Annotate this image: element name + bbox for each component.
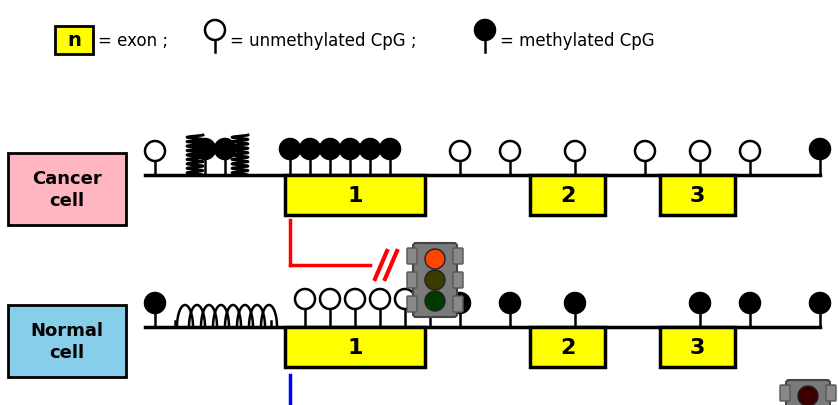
Bar bbox=[530, 327, 605, 367]
FancyBboxPatch shape bbox=[8, 305, 126, 377]
Circle shape bbox=[425, 249, 445, 269]
Circle shape bbox=[425, 270, 445, 290]
FancyBboxPatch shape bbox=[786, 380, 830, 405]
Circle shape bbox=[425, 291, 445, 311]
Text: = unmethylated CpG ;: = unmethylated CpG ; bbox=[230, 32, 416, 50]
Circle shape bbox=[205, 21, 225, 41]
Circle shape bbox=[420, 289, 440, 309]
FancyBboxPatch shape bbox=[453, 296, 463, 312]
Bar bbox=[660, 327, 735, 367]
Text: Normal
cell: Normal cell bbox=[30, 321, 104, 361]
FancyBboxPatch shape bbox=[826, 385, 836, 401]
Circle shape bbox=[565, 142, 585, 162]
Circle shape bbox=[370, 289, 390, 309]
Text: = exon ;: = exon ; bbox=[98, 32, 168, 50]
Text: 1: 1 bbox=[347, 185, 363, 205]
Text: 2: 2 bbox=[560, 337, 575, 357]
Circle shape bbox=[380, 140, 400, 160]
Text: Cancer
cell: Cancer cell bbox=[32, 169, 102, 209]
Bar bbox=[55, 27, 93, 55]
Circle shape bbox=[295, 289, 315, 309]
FancyBboxPatch shape bbox=[407, 272, 417, 288]
Circle shape bbox=[810, 293, 830, 313]
FancyBboxPatch shape bbox=[780, 385, 790, 401]
FancyBboxPatch shape bbox=[407, 296, 417, 312]
FancyBboxPatch shape bbox=[8, 153, 126, 226]
Circle shape bbox=[280, 140, 300, 160]
Text: 3: 3 bbox=[690, 185, 706, 205]
Bar bbox=[285, 175, 425, 215]
FancyBboxPatch shape bbox=[407, 248, 417, 264]
Circle shape bbox=[195, 140, 215, 160]
FancyBboxPatch shape bbox=[413, 243, 457, 317]
Circle shape bbox=[215, 140, 235, 160]
Circle shape bbox=[395, 289, 415, 309]
Circle shape bbox=[798, 386, 818, 405]
Circle shape bbox=[345, 289, 365, 309]
Circle shape bbox=[565, 293, 585, 313]
Text: 2: 2 bbox=[560, 185, 575, 205]
Bar bbox=[285, 327, 425, 367]
Circle shape bbox=[500, 293, 520, 313]
Circle shape bbox=[635, 142, 655, 162]
Circle shape bbox=[360, 140, 380, 160]
Text: 3: 3 bbox=[690, 337, 706, 357]
Circle shape bbox=[320, 289, 340, 309]
Circle shape bbox=[145, 142, 165, 162]
Circle shape bbox=[475, 21, 495, 41]
Circle shape bbox=[450, 293, 470, 313]
Bar bbox=[530, 175, 605, 215]
Circle shape bbox=[500, 142, 520, 162]
Circle shape bbox=[145, 293, 165, 313]
Circle shape bbox=[740, 142, 760, 162]
Circle shape bbox=[340, 140, 360, 160]
Circle shape bbox=[810, 140, 830, 160]
Circle shape bbox=[690, 293, 710, 313]
Text: = methylated CpG: = methylated CpG bbox=[500, 32, 654, 50]
FancyBboxPatch shape bbox=[453, 272, 463, 288]
Circle shape bbox=[320, 140, 340, 160]
Circle shape bbox=[690, 142, 710, 162]
Circle shape bbox=[300, 140, 320, 160]
FancyBboxPatch shape bbox=[453, 248, 463, 264]
Text: 1: 1 bbox=[347, 337, 363, 357]
Circle shape bbox=[740, 293, 760, 313]
Circle shape bbox=[450, 142, 470, 162]
Bar bbox=[660, 175, 735, 215]
Text: n: n bbox=[67, 32, 81, 50]
